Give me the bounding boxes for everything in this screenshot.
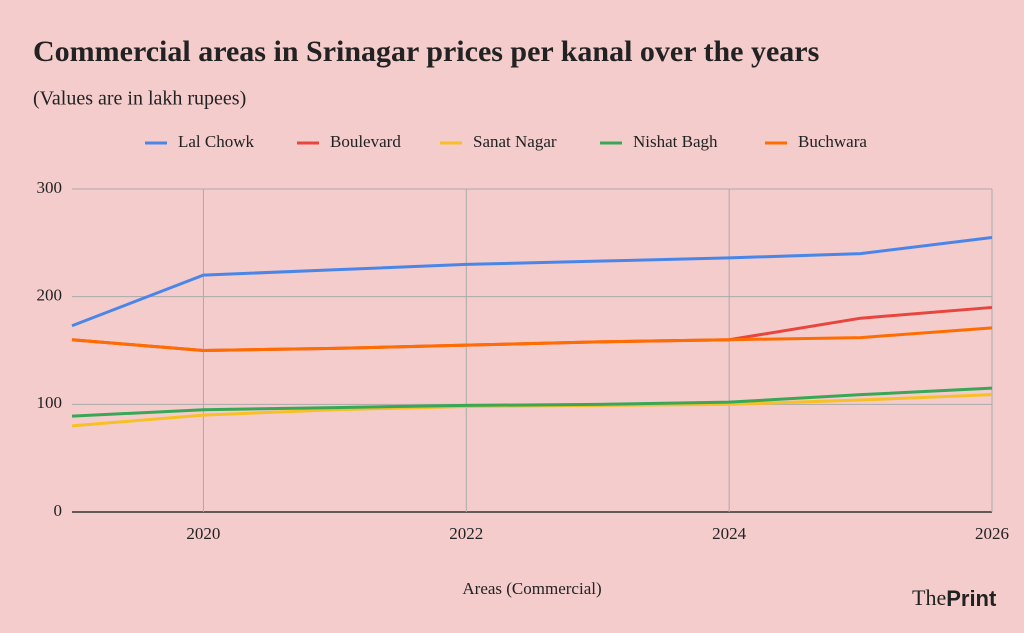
x-tick-label: 2024 [712,524,747,543]
chart-title: Commercial areas in Srinagar prices per … [33,35,819,68]
series-line [71,326,993,353]
legend-label: Sanat Nagar [473,132,557,151]
brand-the: The [912,585,946,610]
x-axis-title: Areas (Commercial) [462,579,601,598]
legend-label: Lal Chowk [178,132,255,151]
y-tick-label: 100 [37,393,63,412]
brand-print: Print [946,586,997,611]
x-tick-label: 2022 [449,524,483,543]
series-line [71,235,993,328]
x-tick-label: 2020 [186,524,220,543]
legend-label: Nishat Bagh [633,132,718,151]
series-line [71,386,993,418]
legend-label: Buchwara [798,132,867,151]
chart-subtitle: (Values are in lakh rupees) [33,88,246,110]
brand: ThePrint [912,585,997,611]
x-tick-label: 2026 [975,524,1009,543]
y-tick-label: 300 [37,178,63,197]
y-tick-label: 0 [54,501,63,520]
legend-label: Boulevard [330,132,401,151]
y-tick-label: 200 [37,286,63,305]
